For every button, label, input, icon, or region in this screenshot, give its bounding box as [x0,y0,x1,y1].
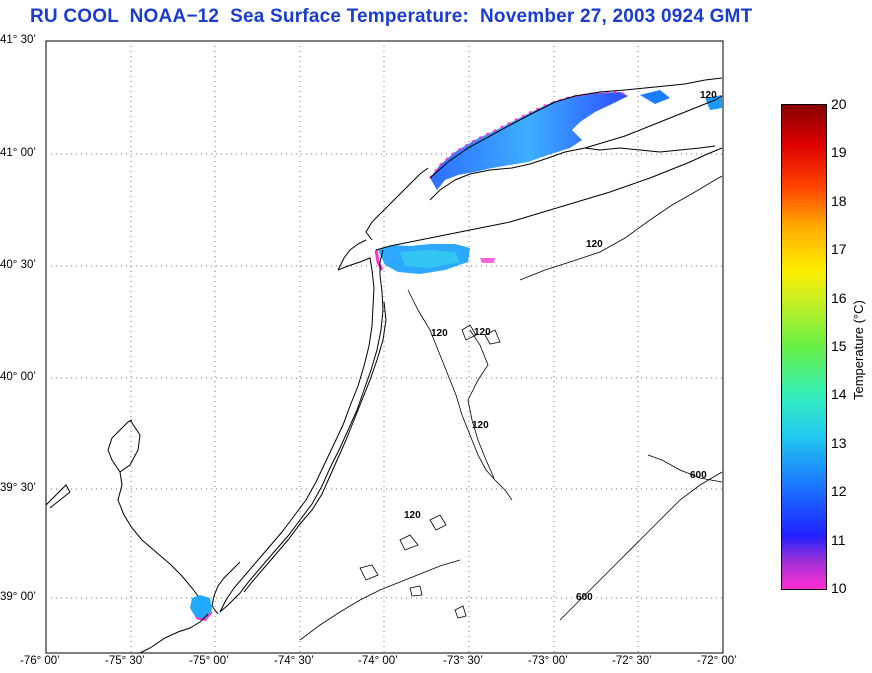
isobath-label: 600 [576,592,593,603]
isobath-600-north [647,454,723,483]
isobath-blobs-6 [461,324,477,341]
coast-hudson [337,239,367,271]
lon-label-75-00: -75° 00’ [189,655,229,667]
colorbar-tick: 14 [831,386,847,402]
isobath-120-shelf [467,329,495,479]
coast-barrier-islands [243,301,387,593]
coast-long-island-north [429,95,723,201]
isobath-label: 120 [586,239,603,250]
lon-label-76-00: -76° 00’ [20,655,60,667]
coast-long-island-fork [584,145,716,153]
colorbar-tick: 10 [831,580,847,596]
colorbar-tick: 15 [831,338,847,354]
coast-delaware-river [107,419,133,473]
lon-label-75-30: -75° 30’ [105,655,145,667]
sst-patch-delaware-bay [190,595,212,620]
isobath-label-group: 120 120 120 120 120 120 600 600 [404,90,717,603]
colorbar-gradient [782,105,826,589]
lon-label-74-30: -74° 30’ [274,655,314,667]
isobath-120-south [299,559,461,641]
coast-ny-harbor [365,167,429,241]
sst-patch-long-island-sound [430,92,628,190]
isobath-blobs-5 [409,585,423,597]
lat-label-41-30: 41° 30’ [0,34,36,46]
isobath-blobs-2 [399,534,419,551]
isobath-blobs-7 [484,329,501,345]
lon-label-72-30: -72° 30’ [612,655,652,667]
lon-label-73-30: -73° 30’ [443,655,483,667]
coast-delaware-shore [117,419,199,597]
lon-label-74-00: -74° 00’ [358,655,398,667]
temperature-colorbar [781,104,827,590]
isobath-blobs-3 [429,514,447,531]
lat-label-39-00: 39° 00’ [0,591,36,603]
isobath-label: 120 [472,420,489,431]
colorbar-label: Temperature (°C) [851,300,866,400]
coastline [45,77,723,654]
isobath-blobs-1 [359,564,379,581]
isobath-label: 600 [690,470,707,481]
coast-long-island-south [375,147,723,251]
isobath-label: 120 [474,327,491,338]
colorbar-tick: 16 [831,290,847,306]
isobath-blobs-4 [454,605,467,619]
isobath-600 [559,471,723,621]
coast-connecticut [429,77,723,179]
colorbar-tick: 20 [831,96,847,112]
lat-label-40-00: 40° 00’ [0,371,36,383]
isobath-120-outer [519,175,723,281]
colorbar-tick: 17 [831,241,847,257]
coast-delaware-east [139,613,209,654]
sst-patch-delaware-fringe [195,611,213,622]
isobaths [299,175,723,641]
lon-label-72-00: -72° 00’ [697,655,737,667]
sst-patch-sound-east [640,90,670,104]
coast-new-jersey [219,249,384,613]
isobath-label: 120 [431,328,448,339]
lat-label-41-00: 41° 00’ [0,147,36,159]
graticule [46,41,723,653]
sst-data [190,90,722,622]
sst-patch-ny-tail [480,258,495,263]
isobath-label: 120 [700,90,717,101]
colorbar-tick: 12 [831,483,847,499]
lat-label-39-30: 39° 30’ [0,482,36,494]
colorbar-tick: 19 [831,144,847,160]
coast-delaware-bay-west [45,484,71,509]
isobath-label: 120 [404,510,421,521]
lon-label-73-00: -73° 00’ [528,655,568,667]
sst-patch-ny-bight-fringe [374,249,384,271]
colorbar-tick: 13 [831,435,847,451]
sst-patch-ny-bight-core [400,250,460,268]
lat-label-40-30: 40° 30’ [0,259,36,271]
isobath-120-inner [407,289,513,501]
colorbar-tick: 18 [831,193,847,209]
colorbar-tick: 11 [831,532,846,548]
map-title: RU COOL NOAA−12 Sea Surface Temperature:… [30,6,753,27]
coast-cape-may [211,561,241,615]
